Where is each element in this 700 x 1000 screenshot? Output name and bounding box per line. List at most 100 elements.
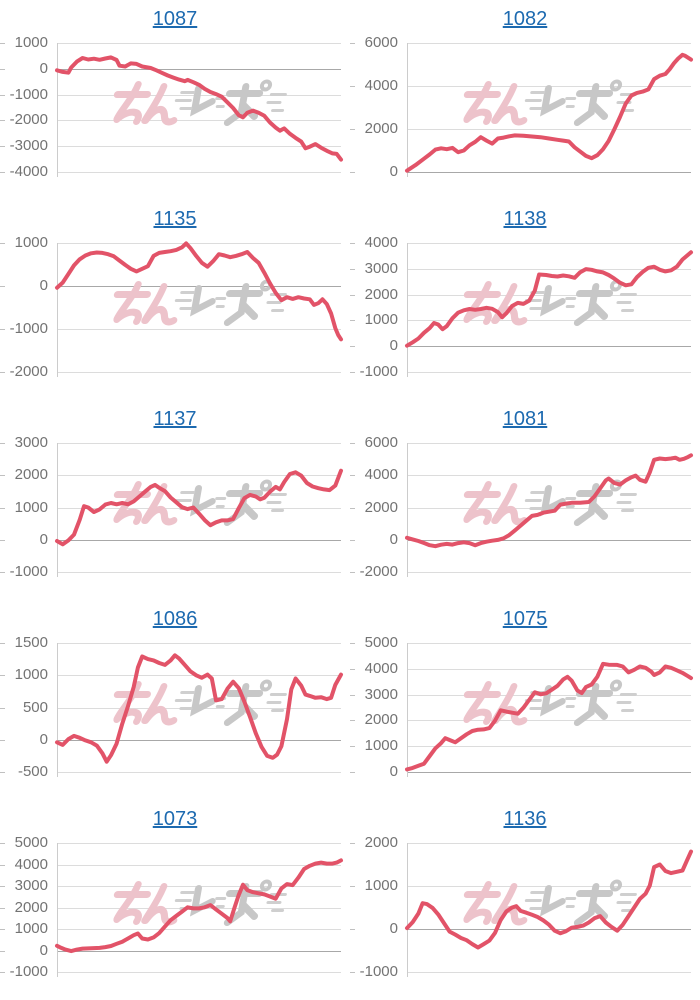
axis-edge-tick — [0, 929, 5, 930]
axis-edge-tick — [0, 172, 5, 173]
chart-title: 1138 — [350, 207, 700, 231]
chart-cell: 1082 6000 4000 2000 0 — [350, 0, 700, 200]
y-axis-tick-label: 0 — [39, 531, 48, 548]
chart-cell: 1087 1000 0 -1000 -2000 -3000 -4000 — [0, 0, 350, 200]
chart-title-link[interactable]: 1073 — [152, 808, 198, 830]
gridline — [57, 120, 341, 121]
gridline — [407, 643, 691, 644]
axis-edge-tick — [350, 269, 355, 270]
y-axis-tick-label: 3000 — [14, 434, 48, 451]
axis-edge-tick — [0, 286, 5, 287]
chart-title-link[interactable]: 1087 — [152, 8, 198, 30]
chart-title-link[interactable]: 1137 — [153, 408, 197, 430]
y-axis-tick-label: -2000 — [9, 111, 48, 128]
axis-edge-tick — [0, 443, 5, 444]
axis-edge-tick — [0, 643, 5, 644]
gridline — [57, 146, 341, 147]
y-axis-line — [407, 843, 408, 977]
axis-edge-tick — [350, 643, 355, 644]
gridline — [407, 746, 691, 747]
trend-line — [55, 241, 343, 342]
axis-edge-tick — [350, 695, 355, 696]
gridline — [407, 243, 691, 244]
y-axis-tick-label: 1000 — [14, 499, 48, 516]
y-axis-line — [57, 243, 58, 377]
axis-edge-tick — [350, 669, 355, 670]
y-axis-tick-label: 2000 — [364, 499, 398, 516]
axis-edge-tick — [350, 243, 355, 244]
axis-edge-tick — [0, 120, 5, 121]
gridline — [57, 443, 341, 444]
chart-title-link[interactable]: 1135 — [153, 208, 197, 230]
chart-title: 1086 — [0, 607, 350, 631]
chart-title-link[interactable]: 1086 — [152, 608, 198, 630]
axis-edge-tick — [0, 95, 5, 96]
chart-cell: 1073 5000 4000 3000 2000 1000 0 -1000 — [0, 800, 350, 1000]
chart-title-link[interactable]: 1081 — [502, 408, 548, 430]
y-axis-tick-label: -1000 — [359, 363, 398, 380]
y-axis-tick-label: -1000 — [9, 563, 48, 580]
y-axis-line — [57, 643, 58, 777]
gridline — [57, 172, 341, 173]
gridline — [407, 129, 691, 130]
y-axis-tick-label: 4000 — [364, 234, 398, 251]
axis-edge-tick — [0, 572, 5, 573]
y-axis-tick-label: -1000 — [9, 86, 48, 103]
axis-edge-tick — [0, 886, 5, 887]
y-axis-tick-label: 0 — [389, 337, 398, 354]
axis-edge-tick — [0, 708, 5, 709]
y-axis-tick-label: 0 — [39, 277, 48, 294]
chart-title-link[interactable]: 1075 — [502, 608, 548, 630]
axis-edge-tick — [0, 146, 5, 147]
axis-edge-tick — [350, 929, 355, 930]
trend-line — [55, 858, 343, 954]
y-axis-line — [407, 43, 408, 177]
zero-gridline — [407, 929, 691, 930]
gridline — [407, 843, 691, 844]
gridline — [57, 329, 341, 330]
axis-edge-tick — [0, 972, 5, 973]
gridline — [57, 372, 341, 373]
y-axis-tick-label: 0 — [389, 920, 398, 937]
chart-title: 1073 — [0, 807, 350, 831]
axis-edge-tick — [350, 572, 355, 573]
y-axis-tick-label: 500 — [22, 699, 48, 716]
zero-gridline — [407, 772, 691, 773]
y-axis-tick-label: 4000 — [364, 466, 398, 483]
y-axis-tick-label: 1000 — [364, 311, 398, 328]
axis-edge-tick — [350, 720, 355, 721]
y-axis-tick-label: 2000 — [364, 120, 398, 137]
zero-gridline — [407, 540, 691, 541]
axis-edge-tick — [350, 475, 355, 476]
gridline — [407, 320, 691, 321]
axis-edge-tick — [350, 772, 355, 773]
y-axis-tick-label: 3000 — [364, 686, 398, 703]
gridline — [407, 43, 691, 44]
zero-gridline — [57, 951, 341, 952]
chart-title-link[interactable]: 1138 — [503, 208, 547, 230]
y-axis-tick-label: 0 — [389, 531, 398, 548]
chart-title-link[interactable]: 1082 — [502, 8, 548, 30]
trend-line — [405, 52, 693, 173]
y-axis-tick-label: 0 — [39, 60, 48, 77]
chart-title: 1082 — [350, 7, 700, 31]
y-axis-tick-label: 0 — [389, 163, 398, 180]
y-axis-tick-label: -1000 — [359, 963, 398, 980]
y-axis-tick-label: 3000 — [364, 260, 398, 277]
y-axis-tick-label: 2000 — [364, 834, 398, 851]
y-axis-line — [407, 643, 408, 777]
gridline — [57, 865, 341, 866]
y-axis-tick-label: -4000 — [9, 163, 48, 180]
axis-edge-tick — [350, 972, 355, 973]
chart-title-link[interactable]: 1136 — [503, 808, 547, 830]
y-axis-tick-label: -2000 — [359, 563, 398, 580]
y-axis-tick-label: 4000 — [364, 660, 398, 677]
y-axis-tick-label: 4000 — [364, 77, 398, 94]
axis-edge-tick — [0, 908, 5, 909]
gridline — [407, 720, 691, 721]
axis-edge-tick — [350, 172, 355, 173]
axis-edge-tick — [0, 540, 5, 541]
axis-edge-tick — [350, 43, 355, 44]
axis-edge-tick — [0, 675, 5, 676]
gridline — [407, 972, 691, 973]
